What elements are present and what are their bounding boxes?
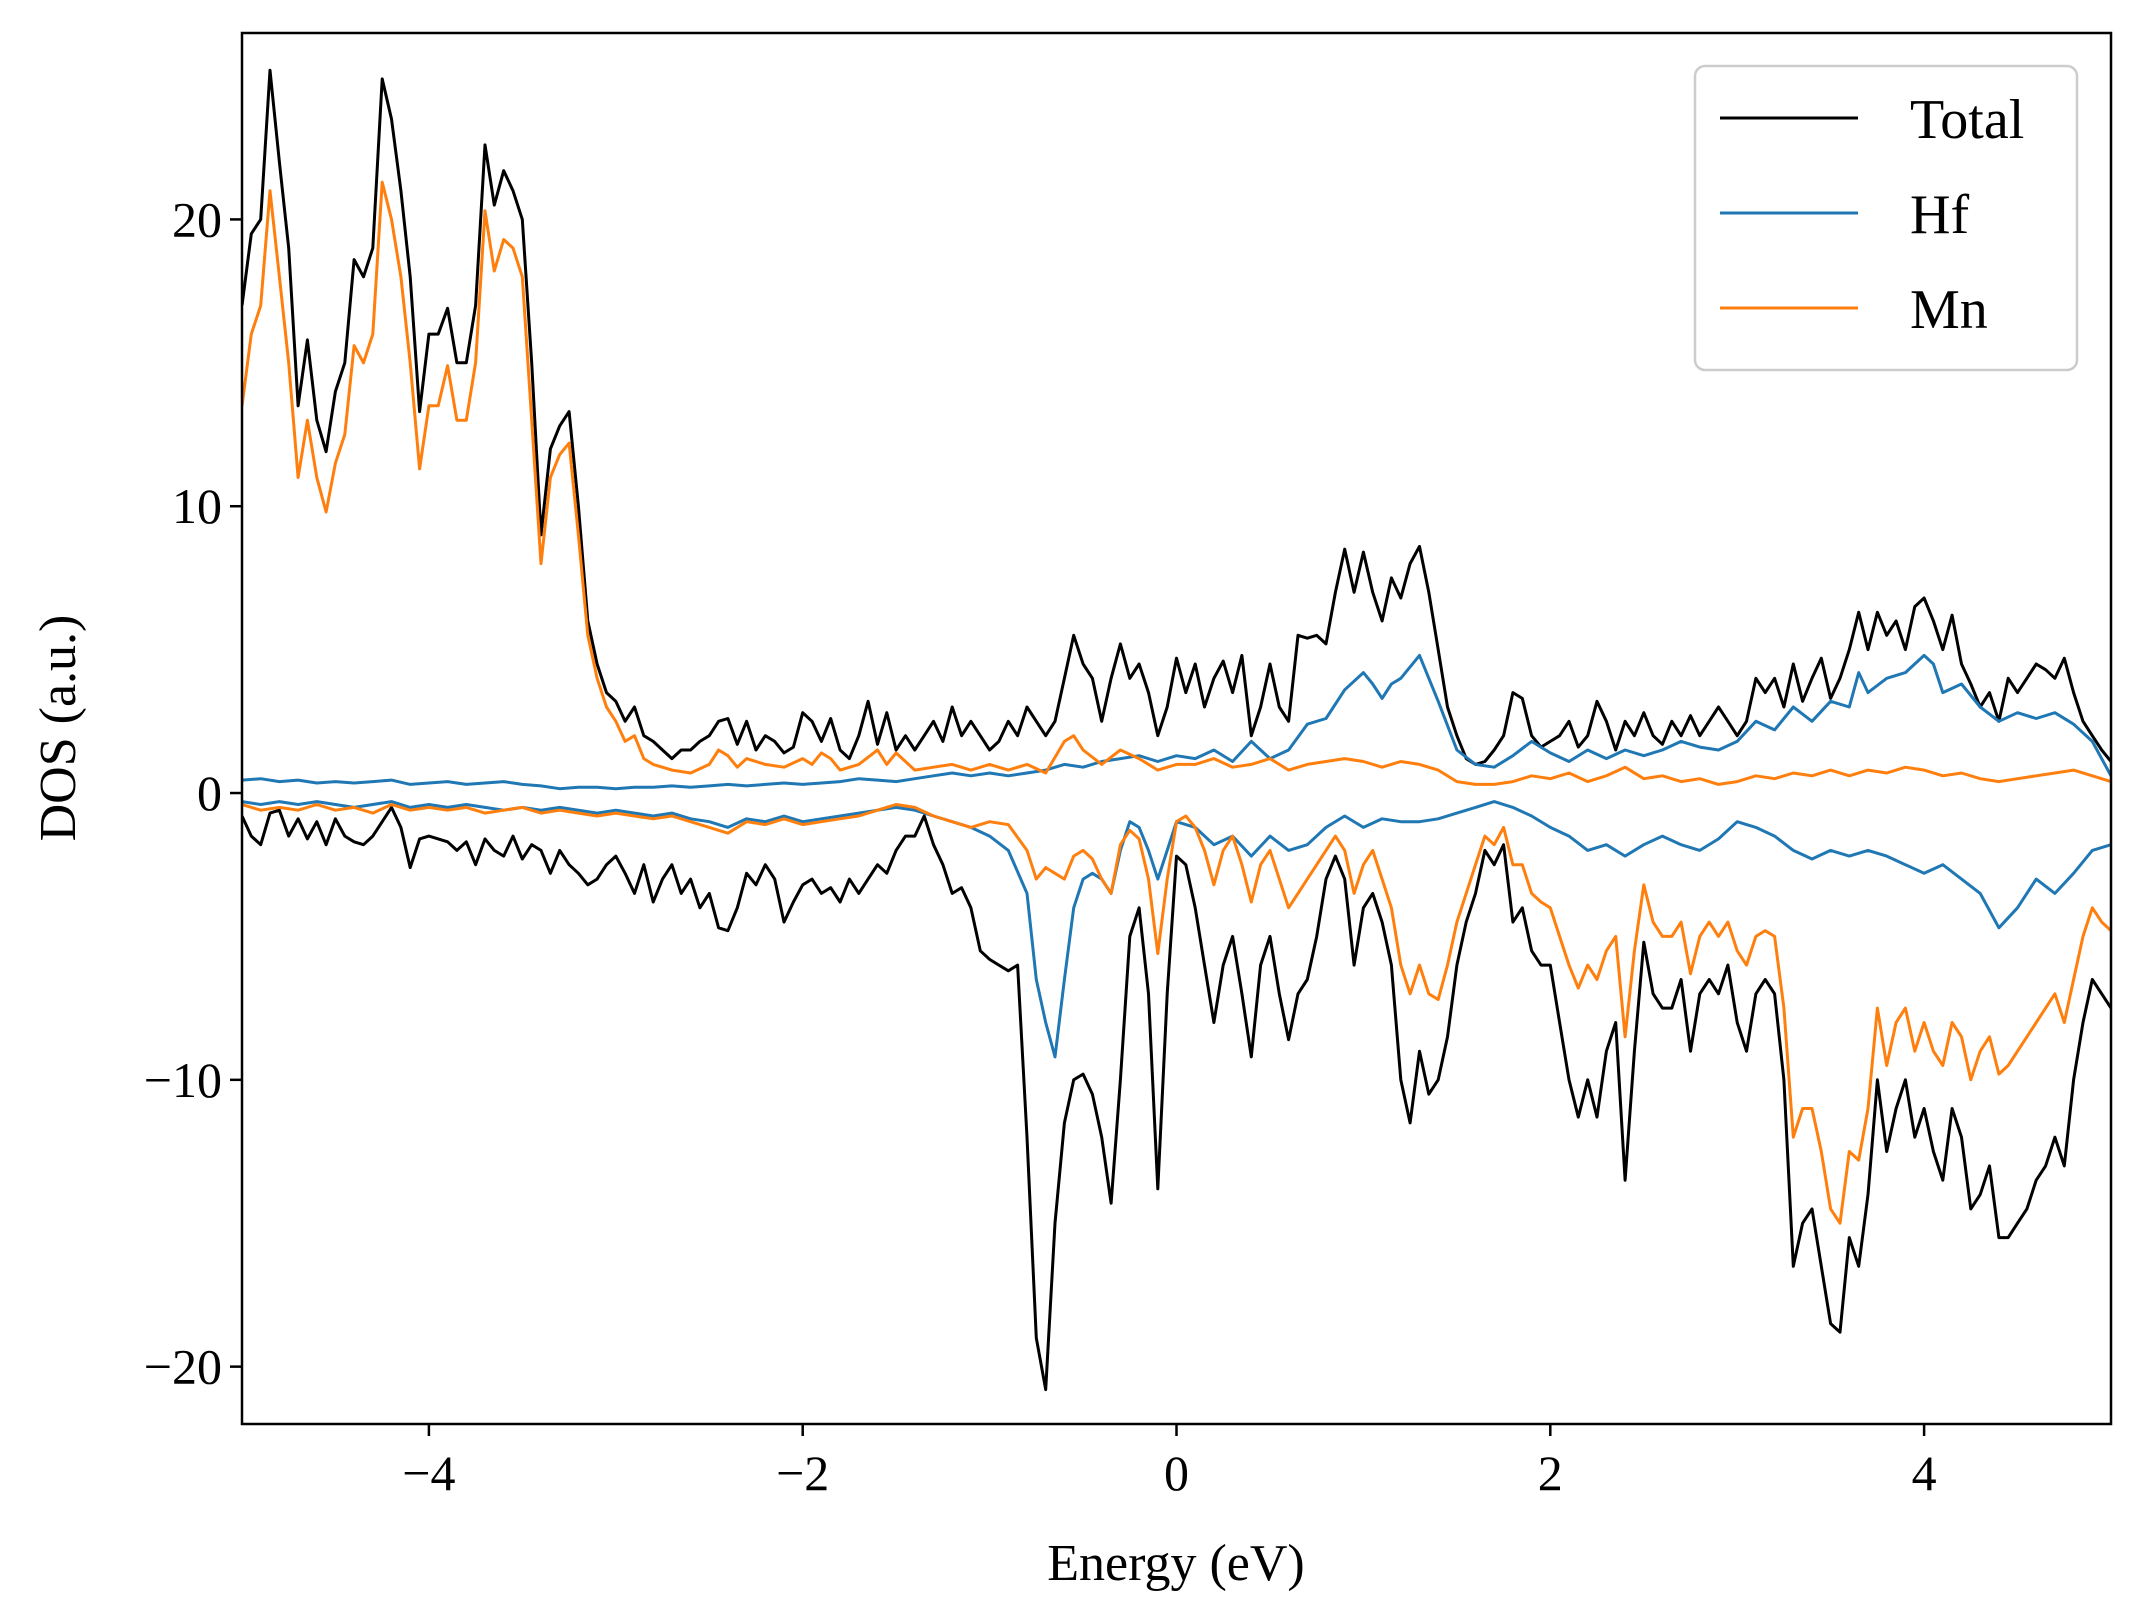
x-tick-label: 4 [1912, 1445, 1937, 1501]
x-tick-label: −2 [776, 1445, 829, 1501]
legend-label-total: Total [1910, 89, 2024, 151]
y-tick-label: 20 [172, 191, 222, 247]
legend-label-mn: Mn [1910, 279, 1988, 341]
y-axis-label: DOS (a.u.) [30, 615, 87, 842]
y-axis-ticks: −20 −10 0 10 20 [144, 191, 242, 1395]
x-axis-ticks: −4 −2 0 2 4 [402, 1424, 1937, 1501]
x-axis-label: Energy (eV) [1047, 1535, 1305, 1592]
y-tick-label: 10 [172, 478, 222, 534]
x-tick-label: 2 [1538, 1445, 1563, 1501]
y-tick-label: 0 [197, 765, 222, 821]
legend: Total Hf Mn [1693, 64, 2079, 372]
series-line-mn-spin-up [242, 180, 2111, 786]
series-line-hf-spin-down [242, 800, 2111, 1059]
series-layer [242, 68, 2111, 1392]
series-line-total-spin-up [242, 68, 2111, 766]
y-tick-label: −20 [144, 1339, 222, 1395]
x-tick-label: 0 [1164, 1445, 1189, 1501]
legend-frame [1693, 64, 2079, 372]
series-line-hf-spin-up [242, 653, 2111, 791]
legend-label-hf: Hf [1910, 184, 1969, 246]
series-line-mn-spin-down [242, 803, 2111, 1225]
series-line-total-spin-down [242, 805, 2111, 1392]
x-tick-label: −4 [402, 1445, 455, 1501]
y-tick-label: −10 [144, 1052, 222, 1108]
